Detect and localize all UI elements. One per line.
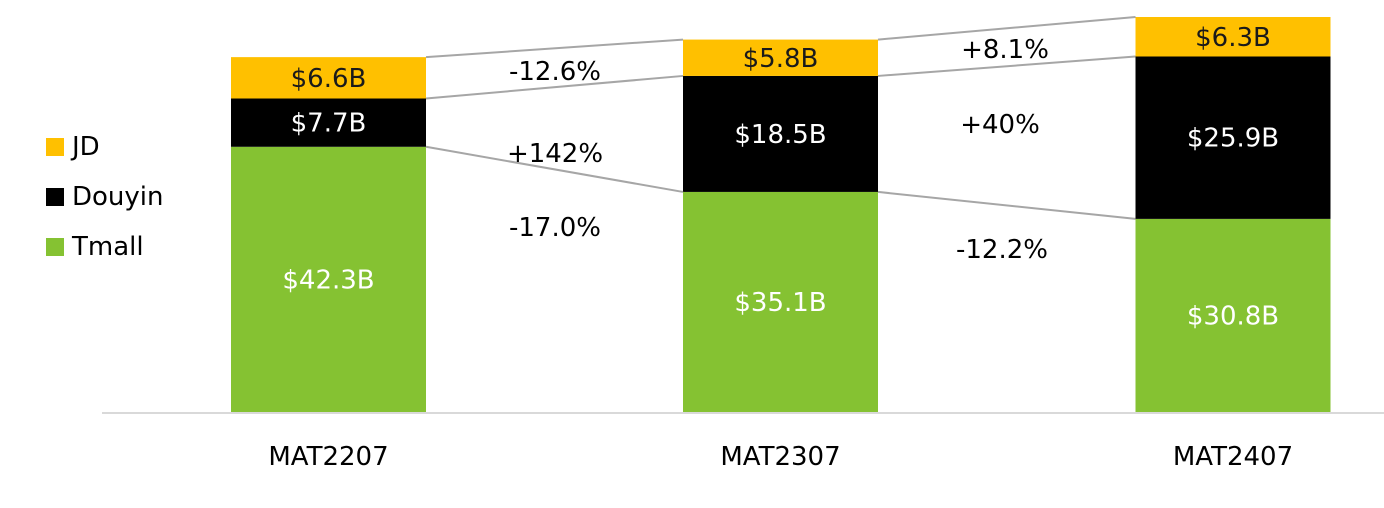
data-label-douyin-mat2407: $25.9B [1187, 124, 1279, 154]
growth-label-tmall-1: -17.0% [509, 213, 601, 243]
data-label-douyin-mat2307: $18.5B [734, 120, 826, 150]
growth-label-jd-1: -12.6% [509, 57, 601, 87]
bar-douyin-mat2307 [683, 75, 878, 192]
legend-swatch-douyin [46, 188, 64, 206]
growth-label-jd-2: +8.1% [961, 35, 1049, 65]
legend: JD Douyin Tmall [46, 122, 164, 272]
x-tick-label-mat2407: MAT2407 [1173, 442, 1293, 472]
data-label-tmall-mat2207: $42.3B [282, 265, 374, 295]
legend-label-douyin: Douyin [72, 182, 164, 212]
legend-item-douyin: Douyin [46, 172, 164, 222]
connector-tmall-top-2 [877, 190, 1136, 220]
legend-item-tmall: Tmall [46, 222, 164, 272]
bar-jd-mat2307 [683, 39, 878, 76]
legend-label-tmall: Tmall [72, 232, 144, 262]
connector-tmall-top-1 [425, 145, 684, 193]
connector-jd-top-1 [425, 38, 684, 59]
connector-douyin-top-2 [877, 55, 1136, 77]
connector-jd-top-2 [877, 16, 1136, 41]
bar-jd-mat2207 [231, 57, 426, 99]
data-label-douyin-mat2207: $7.7B [291, 109, 367, 139]
legend-swatch-tmall [46, 238, 64, 256]
legend-swatch-jd [46, 138, 64, 156]
bar-tmall-mat2307 [683, 191, 878, 412]
x-tick-label-mat2207: MAT2207 [268, 442, 388, 472]
bar-jd-mat2407 [1135, 17, 1331, 57]
data-label-jd-mat2207: $6.6B [291, 64, 367, 94]
data-label-tmall-mat2307: $35.1B [734, 288, 826, 318]
connector-douyin-top-1 [425, 74, 684, 100]
legend-item-jd: JD [46, 122, 164, 172]
bar-tmall-mat2207 [231, 146, 426, 413]
bar-douyin-mat2207 [231, 98, 426, 147]
data-label-jd-mat2407: $6.3B [1195, 23, 1271, 53]
bar-douyin-mat2407 [1135, 56, 1331, 219]
data-label-tmall-mat2407: $30.8B [1187, 301, 1279, 331]
growth-label-douyin-1: +142% [507, 139, 603, 169]
legend-label-jd: JD [72, 132, 100, 162]
growth-label-tmall-2: -12.2% [956, 235, 1048, 265]
growth-label-douyin-2: +40% [960, 110, 1040, 140]
bar-tmall-mat2407 [1135, 218, 1331, 412]
data-label-jd-mat2307: $5.8B [743, 44, 819, 74]
x-tick-label-mat2307: MAT2307 [720, 442, 840, 472]
